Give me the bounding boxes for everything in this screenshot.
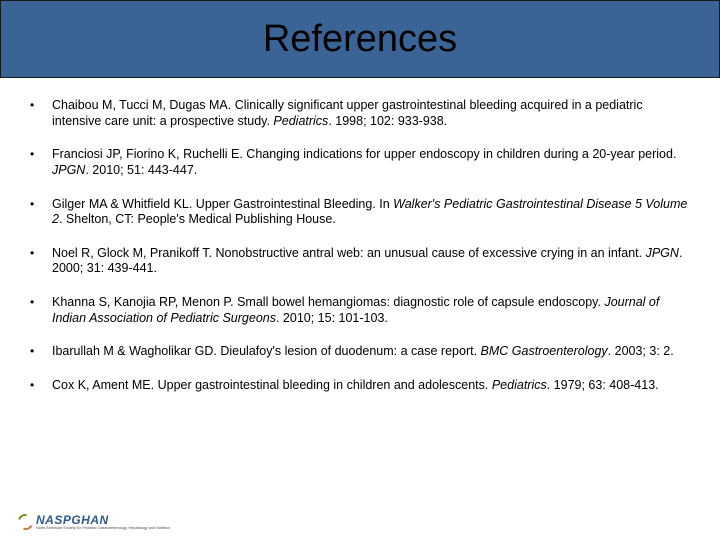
bullet-icon: • [30,147,52,162]
references-list: •Chaibou M, Tucci M, Dugas MA. Clinicall… [30,98,690,394]
page-title: References [263,18,457,61]
logo: NASPGHAN North American Society for Pedi… [18,512,170,532]
reference-text: Khanna S, Kanojia RP, Menon P. Small bow… [52,295,690,326]
logo-text: NASPGHAN North American Society for Pedi… [36,514,170,530]
reference-text: Ibarullah M & Wagholikar GD. Dieulafoy's… [52,344,690,360]
bullet-icon: • [30,344,52,359]
reference-item: •Ibarullah M & Wagholikar GD. Dieulafoy'… [30,344,690,360]
reference-text: Chaibou M, Tucci M, Dugas MA. Clinically… [52,98,690,129]
bullet-icon: • [30,295,52,310]
references-content: •Chaibou M, Tucci M, Dugas MA. Clinicall… [0,78,720,394]
reference-text: Franciosi JP, Fiorino K, Ruchelli E. Cha… [52,147,690,178]
title-bar: References [0,0,720,78]
reference-item: •Khanna S, Kanojia RP, Menon P. Small bo… [30,295,690,326]
bullet-icon: • [30,197,52,212]
bullet-icon: • [30,98,52,113]
logo-swoosh-icon [18,512,34,532]
bullet-icon: • [30,378,52,393]
logo-sub: North American Society for Pediatric Gas… [36,526,170,530]
reference-item: •Gilger MA & Whitfield KL. Upper Gastroi… [30,197,690,228]
bullet-icon: • [30,246,52,261]
reference-item: •Noel R, Glock M, Pranikoff T. Nonobstru… [30,246,690,277]
reference-item: •Franciosi JP, Fiorino K, Ruchelli E. Ch… [30,147,690,178]
reference-text: Gilger MA & Whitfield KL. Upper Gastroin… [52,197,690,228]
reference-item: •Chaibou M, Tucci M, Dugas MA. Clinicall… [30,98,690,129]
reference-item: •Cox K, Ament ME. Upper gastrointestinal… [30,378,690,394]
reference-text: Noel R, Glock M, Pranikoff T. Nonobstruc… [52,246,690,277]
reference-text: Cox K, Ament ME. Upper gastrointestinal … [52,378,690,394]
